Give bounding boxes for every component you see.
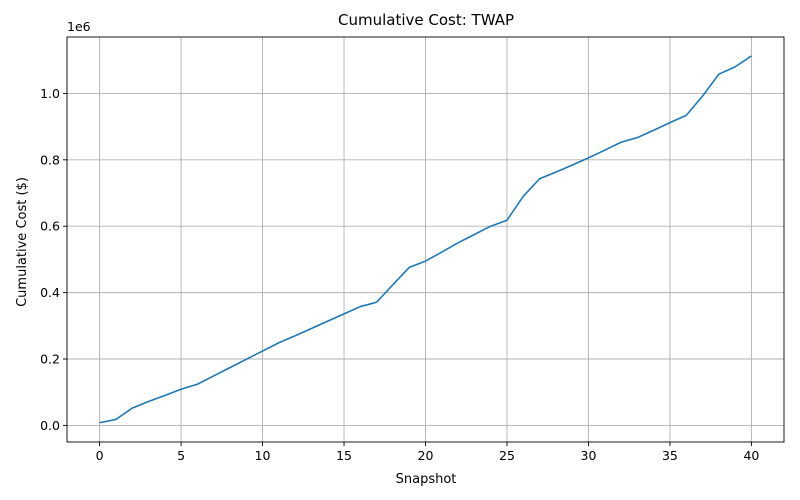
y-tick-label: 0.4 — [40, 285, 60, 300]
y-tick-label: 1.0 — [40, 86, 60, 101]
x-tick-label: 25 — [499, 448, 515, 463]
x-tick-label: 0 — [96, 448, 104, 463]
y-axis-label: Cumulative Cost ($) — [15, 177, 30, 307]
y-tick-label: 0.8 — [40, 152, 60, 167]
series-group — [99, 55, 752, 424]
y-tick-label: 0.0 — [40, 418, 60, 433]
grid — [67, 37, 784, 442]
x-tick-label: 15 — [336, 448, 352, 463]
chart-title: Cumulative Cost: TWAP — [338, 11, 514, 29]
x-tick-label: 35 — [662, 448, 678, 463]
x-axis: 0 5 10 15 20 25 30 35 40 — [96, 442, 759, 463]
x-tick-label: 30 — [581, 448, 597, 463]
y-tick-label: 0.6 — [40, 219, 60, 234]
x-tick-label: 20 — [418, 448, 434, 463]
x-tick-label: 40 — [743, 448, 759, 463]
y-tick-label: 0.2 — [40, 352, 60, 367]
x-tick-label: 5 — [177, 448, 185, 463]
y-axis-offset-label: 1e6 — [67, 19, 91, 34]
x-tick-label: 10 — [255, 448, 271, 463]
series-line — [99, 55, 752, 424]
y-axis: 0.0 0.2 0.4 0.6 0.8 1.0 — [40, 86, 67, 433]
x-axis-label: Snapshot — [396, 472, 457, 487]
